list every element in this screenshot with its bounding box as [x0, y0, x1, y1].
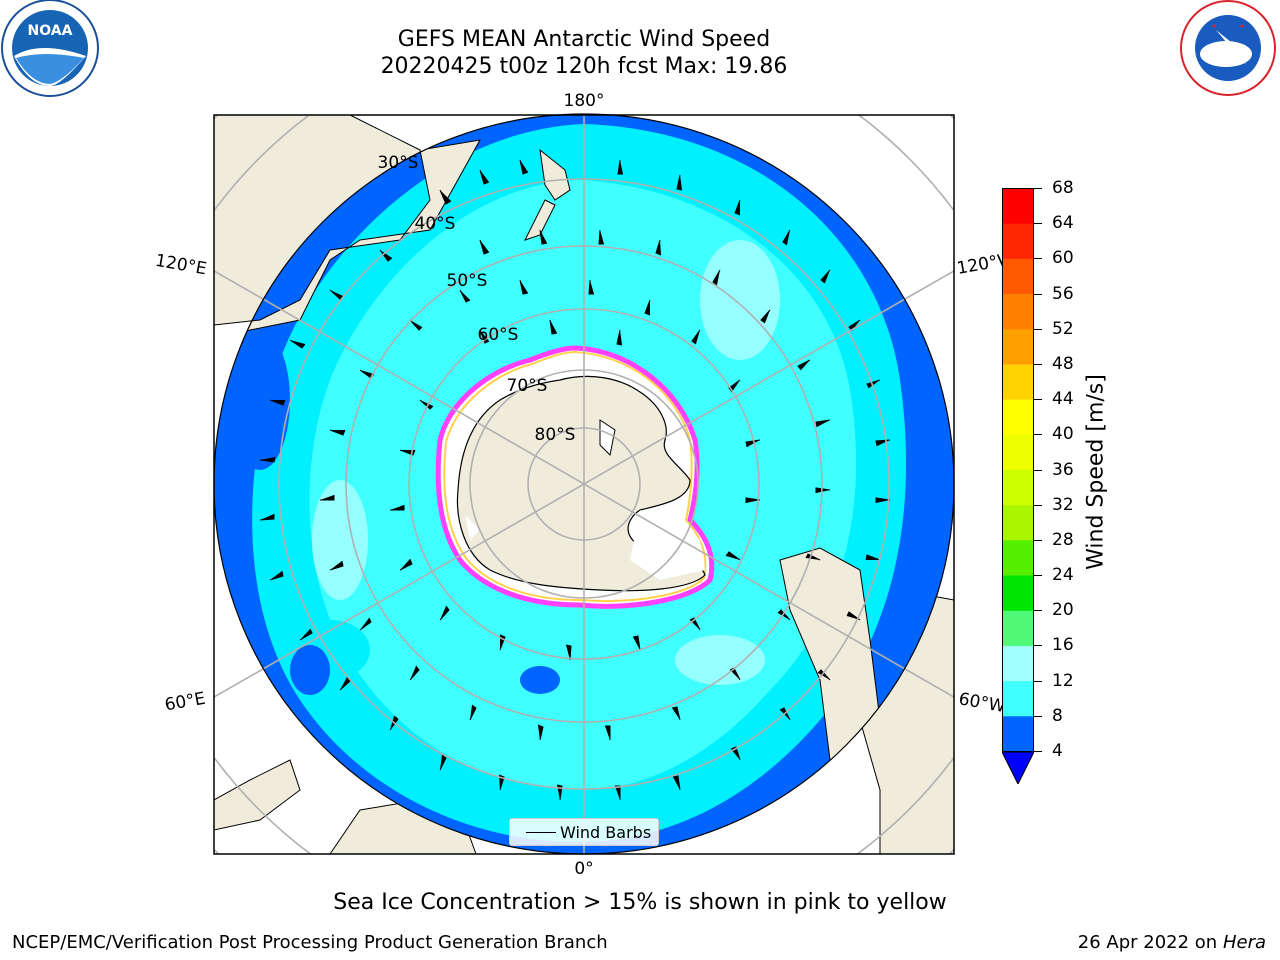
colorbar-tick-label: 56: [1052, 283, 1074, 304]
colorbar-tick-mark: [1034, 645, 1042, 647]
colorbar-tick-mark: [1034, 539, 1042, 541]
colorbar-tick-label: 44: [1052, 389, 1074, 410]
map-title: GEFS MEAN Antarctic Wind Speed: [397, 27, 771, 52]
lat-label: 50°S: [447, 271, 488, 291]
lat-label: 80°S: [535, 425, 576, 445]
colorbar-tick-label: 8: [1052, 705, 1063, 726]
colorbar-tick-mark: [1034, 363, 1042, 365]
colorbar-tick-label: 48: [1052, 353, 1074, 374]
colorbar-tick-mark: [1034, 751, 1042, 752]
colorbar-band: [1002, 469, 1034, 506]
lat-label: 30°S: [378, 153, 419, 173]
colorbar-band: [1002, 223, 1034, 259]
lon-label-0: 0°: [574, 859, 593, 879]
wind-speed-field: [214, 114, 954, 854]
colorbar-tick-mark: [1034, 223, 1042, 225]
colorbar-tick-label: 52: [1052, 318, 1074, 339]
footer-date: 26 Apr 2022 on Hera: [1077, 932, 1266, 953]
colorbar: [1002, 188, 1034, 784]
lon-label-180: 180°: [564, 91, 605, 111]
map-subtitle: 20220425 t00z 120h fcst Max: 19.86: [380, 54, 788, 79]
colorbar-band: [1002, 539, 1034, 576]
footer-host: Hera: [1222, 932, 1266, 953]
colorbar-tick-label: 64: [1052, 213, 1074, 234]
colorbar-tick-label: 40: [1052, 424, 1074, 445]
colorbar-tick-mark: [1034, 293, 1042, 295]
colorbar-band: [1002, 328, 1034, 365]
colorbar-tick-label: 24: [1052, 565, 1074, 586]
colorbar-tick-label: 20: [1052, 600, 1074, 621]
national-weather-service-logo: [1180, 0, 1276, 96]
colorbar-tick-mark: [1034, 715, 1042, 717]
colorbar-band: [1002, 715, 1034, 752]
colorbar-tick-mark: [1034, 680, 1042, 682]
colorbar-tick-label: 12: [1052, 670, 1074, 691]
colorbar-band: [1002, 258, 1034, 295]
map-border: [213, 114, 955, 855]
colorbar-tick-label: 32: [1052, 494, 1074, 515]
colorbar-band: [1002, 434, 1034, 470]
legend-label: Wind Barbs: [560, 823, 652, 842]
colorbar-band: [1002, 680, 1034, 717]
colorbar-title: Wind Speed [m/s]: [1083, 374, 1109, 570]
sea-ice-caption: Sea Ice Concentration > 15% is shown in …: [333, 890, 947, 915]
colorbar-tick-label: 60: [1052, 248, 1074, 269]
colorbar-tick-mark: [1034, 469, 1042, 471]
colorbar-tick-label: 4: [1052, 741, 1063, 761]
wind-barbs: [259, 159, 891, 801]
lat-label: 60°S: [478, 325, 519, 345]
colorbar-tick-label: 16: [1052, 635, 1074, 656]
lon-label-60w: 60°W: [957, 689, 1007, 717]
lon-label-60e: 60°E: [163, 689, 207, 716]
colorbar-band: [1002, 610, 1034, 646]
colorbar-band: [1002, 188, 1034, 224]
colorbar-band: [1002, 504, 1034, 541]
colorbar-tick-label: 68: [1052, 178, 1074, 198]
graticule: [214, 114, 954, 854]
colorbar-tick-mark: [1034, 399, 1042, 401]
lon-label-120e: 120°E: [154, 251, 208, 280]
colorbar-band: [1002, 575, 1034, 611]
colorbar-tick-mark: [1034, 258, 1042, 260]
colorbar-band: [1002, 645, 1034, 682]
colorbar-band: [1002, 293, 1034, 330]
noaa-logo-text: NOAA: [28, 23, 73, 39]
lat-label: 40°S: [415, 214, 456, 234]
lat-label: 70°S: [507, 376, 548, 396]
colorbar-tick-mark: [1034, 504, 1042, 506]
colorbar-band: [1002, 363, 1034, 400]
colorbar-tick-label: 28: [1052, 529, 1074, 550]
legend-line-icon: [526, 832, 556, 833]
wind-barbs-legend: Wind Barbs: [509, 818, 659, 846]
colorbar-tick-mark: [1034, 188, 1042, 189]
colorbar-tick-mark: [1034, 328, 1042, 330]
colorbar-band: [1002, 399, 1034, 435]
colorbar-tick-label: 36: [1052, 459, 1074, 480]
colorbar-tick-mark: [1034, 434, 1042, 436]
colorbar-tick-mark: [1034, 610, 1042, 612]
noaa-logo: NOAA: [1, 0, 99, 97]
colorbar-tick-mark: [1034, 575, 1042, 577]
footer-credit: NCEP/EMC/Verification Post Processing Pr…: [12, 932, 608, 953]
